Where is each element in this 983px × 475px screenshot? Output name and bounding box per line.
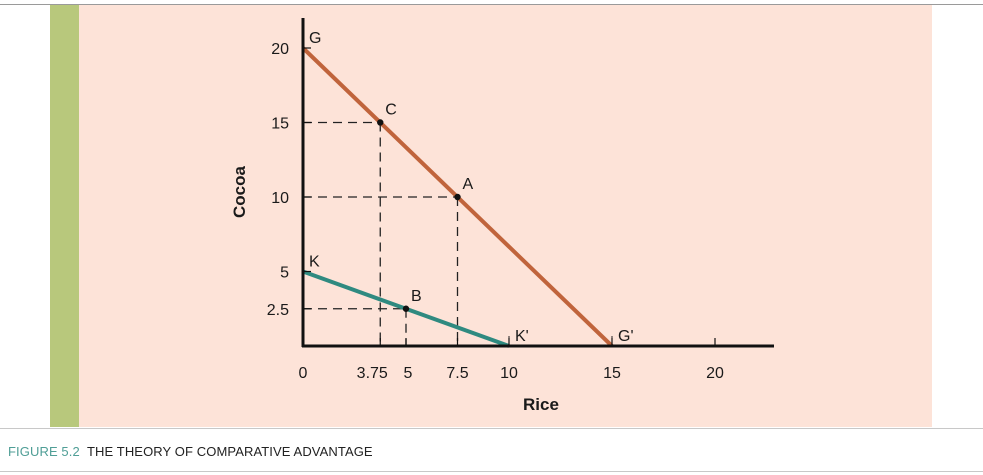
tick-labels: 2.5 5 10 15 20 0 3.75 5 7.5 10 15 20 [267, 41, 724, 382]
y-tick-label: 2.5 [267, 302, 289, 319]
frame-top-rule [0, 4, 983, 5]
caption-bottom-rule [0, 471, 983, 472]
x-tick-label: 7.5 [446, 365, 468, 382]
point-a [454, 193, 461, 201]
endpoint-label-k-prime: K' [515, 328, 529, 345]
point-label-a: A [463, 176, 474, 193]
point-markers: C A B [377, 102, 474, 312]
y-axis-title: Cocoa [230, 165, 249, 218]
figure-accent-bar [50, 5, 79, 427]
x-tick-label: 3.75 [357, 365, 388, 382]
dashed-guides [303, 121, 459, 346]
y-tick-label: 5 [280, 265, 289, 282]
y-tick-label: 10 [271, 190, 289, 207]
figure-title: THE THEORY OF COMPARATIVE ADVANTAGE [87, 444, 373, 459]
y-tick-label: 20 [271, 41, 289, 58]
point-b [402, 305, 410, 312]
x-tick-label: 0 [299, 365, 308, 382]
point-c [377, 119, 384, 126]
x-axis-title: Rice [523, 395, 559, 414]
x-tick-label: 10 [500, 365, 518, 382]
figure-caption: FIGURE 5.2 THE THEORY OF COMPARATIVE ADV… [8, 444, 373, 459]
x-tick-label: 15 [603, 365, 621, 382]
comparative-advantage-chart: G G' K K' 2.5 5 10 15 20 0 3.75 5 7.5 10 15 20 C A B Ric… [230, 18, 774, 414]
point-label-c: C [385, 102, 397, 119]
figure-number: FIGURE 5.2 [8, 444, 80, 459]
figure-panel [50, 5, 932, 427]
endpoint-label-g-prime: G' [618, 328, 634, 345]
x-tick-label: 20 [706, 365, 724, 382]
endpoint-label-k: K [309, 254, 320, 271]
caption-top-rule [0, 428, 983, 429]
endpoint-label-g: G [309, 30, 321, 47]
point-label-b: B [411, 288, 422, 305]
y-tick-label: 15 [271, 116, 289, 133]
x-tick-label: 5 [404, 365, 413, 382]
